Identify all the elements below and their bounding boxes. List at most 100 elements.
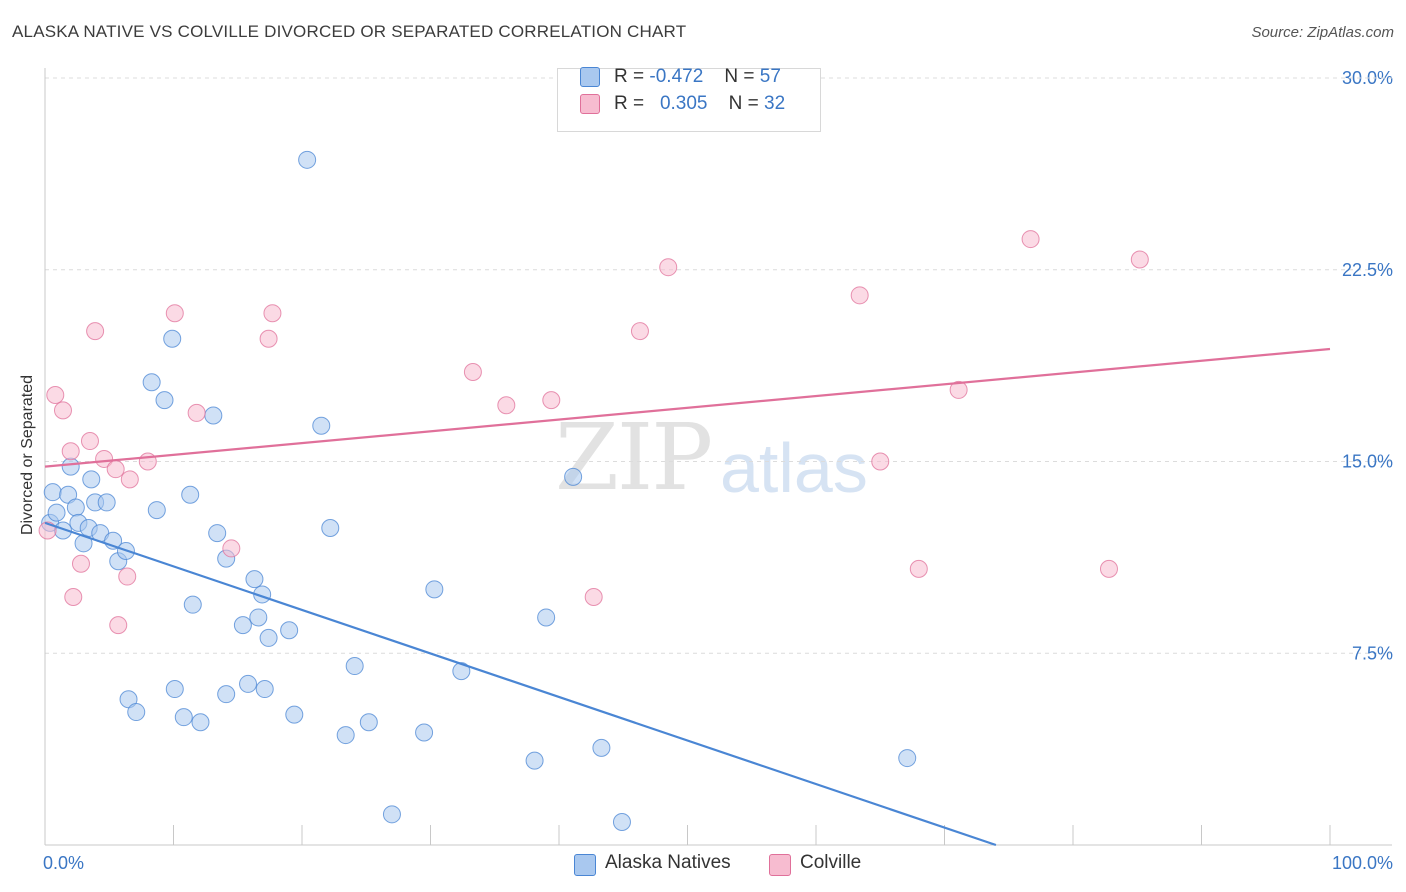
alaska-natives-point <box>155 391 174 410</box>
alaska-natives-point <box>898 749 917 768</box>
alaska-natives-point <box>312 416 331 435</box>
alaska-natives-point <box>249 608 268 627</box>
bottom-legend-swatch-alaska-natives <box>574 854 596 876</box>
colville-point <box>949 380 968 399</box>
alaska-natives-point <box>191 713 210 732</box>
bottom-legend-label: Alaska Natives <box>605 852 731 873</box>
colville-point <box>120 470 139 489</box>
n-label: N = <box>724 66 755 87</box>
alaska-natives-point <box>245 570 264 589</box>
alaska-natives-point <box>147 501 166 520</box>
colville-trendline <box>44 347 1331 468</box>
colville-point <box>850 286 869 305</box>
colville-point <box>138 452 157 471</box>
r-value: -0.472 <box>649 66 704 87</box>
x-tick-label-min: 0.0% <box>43 853 84 873</box>
alaska-natives-point <box>233 616 252 635</box>
colville-point <box>871 452 890 471</box>
colville-point <box>71 554 90 573</box>
alaska-natives-point <box>204 406 223 425</box>
alaska-natives-point <box>183 595 202 614</box>
alaska-natives-point <box>43 483 62 502</box>
colville-point <box>542 391 561 410</box>
alaska-natives-point <box>66 498 85 517</box>
x-tick-label-max: 100.0% <box>1332 853 1393 873</box>
alaska-natives-point <box>345 657 364 676</box>
alaska-natives-point <box>415 723 434 742</box>
alaska-natives-point <box>564 467 583 486</box>
chart-title: ALASKA NATIVE VS COLVILLE DIVORCED OR SE… <box>12 22 687 41</box>
alaska-natives-point <box>61 457 80 476</box>
r-value: 0.305 <box>659 93 708 114</box>
alaska-natives-point <box>298 150 317 169</box>
alaska-natives-point <box>255 680 274 699</box>
n-label: N = <box>728 93 759 114</box>
y-tick-label: 22.5% <box>1342 260 1393 280</box>
colville-point <box>95 449 114 468</box>
alaska-natives-point <box>321 518 340 537</box>
alaska-natives-point <box>181 485 200 504</box>
alaska-natives-trendline <box>44 521 997 847</box>
colville-point <box>165 304 184 323</box>
alaska-natives-point <box>336 726 355 745</box>
alaska-natives-point <box>127 703 146 722</box>
source-label: Source: ZipAtlas.com <box>1251 24 1394 41</box>
correlation-legend: R = -0.472 N = 57 R = 0.305 N = 32 <box>557 66 821 132</box>
alaska-natives-point <box>174 708 193 727</box>
colville-point <box>463 363 482 382</box>
y-tick-label: 15.0% <box>1342 452 1393 472</box>
colville-point <box>909 559 928 578</box>
alaska-natives-point <box>163 329 182 348</box>
colville-point <box>80 432 99 451</box>
alaska-natives-point <box>452 662 471 681</box>
n-value: 57 <box>759 66 781 87</box>
colville-point <box>1099 559 1118 578</box>
alaska-natives-point <box>165 680 184 699</box>
colville-point <box>46 386 65 405</box>
legend-swatch-alaska-natives <box>580 67 600 87</box>
alaska-natives-point <box>285 705 304 724</box>
colville-point <box>64 588 83 607</box>
colville-point <box>61 442 80 461</box>
colville-point <box>109 616 128 635</box>
colville-point <box>659 258 678 277</box>
watermark-zip: ZIP <box>555 404 713 511</box>
legend-swatch-colville <box>580 94 600 114</box>
alaska-natives-point <box>359 713 378 732</box>
alaska-natives-point <box>208 524 227 543</box>
colville-point <box>118 567 137 586</box>
alaska-natives-point <box>280 621 299 640</box>
colville-point <box>187 403 206 422</box>
bottom-legend-label: Colville <box>800 852 862 873</box>
alaska-natives-point <box>525 751 544 770</box>
colville-point <box>1021 230 1040 249</box>
alaska-natives-point <box>47 503 66 522</box>
n-value: 32 <box>764 93 786 114</box>
watermark-atlas: atlas <box>720 429 868 507</box>
alaska-natives-point <box>239 674 258 693</box>
colville-point <box>53 401 72 420</box>
colville-point <box>584 588 603 607</box>
alaska-natives-point <box>82 470 101 489</box>
legend-text-colville: R = 0.305 N = 32 <box>614 93 785 115</box>
colville-point <box>263 304 282 323</box>
y-tick-label: 7.5% <box>1352 643 1393 663</box>
alaska-natives-point <box>382 805 401 824</box>
alaska-natives-point <box>217 685 236 704</box>
legend-text-alaska-natives: R = -0.472 N = 57 <box>614 66 781 88</box>
alaska-natives-point <box>425 580 444 599</box>
alaska-natives-point <box>142 373 161 392</box>
alaska-natives-point <box>97 493 116 512</box>
colville-point <box>222 539 241 558</box>
colville-point <box>259 329 278 348</box>
alaska-natives-point <box>259 628 278 647</box>
alaska-natives-point <box>612 812 631 831</box>
colville-point <box>106 460 125 479</box>
alaska-natives-point <box>537 608 556 627</box>
colville-point <box>630 322 649 341</box>
colville-point <box>86 322 105 341</box>
colville-point <box>497 396 516 415</box>
bottom-legend-swatch-colville <box>769 854 791 876</box>
colville-point <box>1130 250 1149 269</box>
